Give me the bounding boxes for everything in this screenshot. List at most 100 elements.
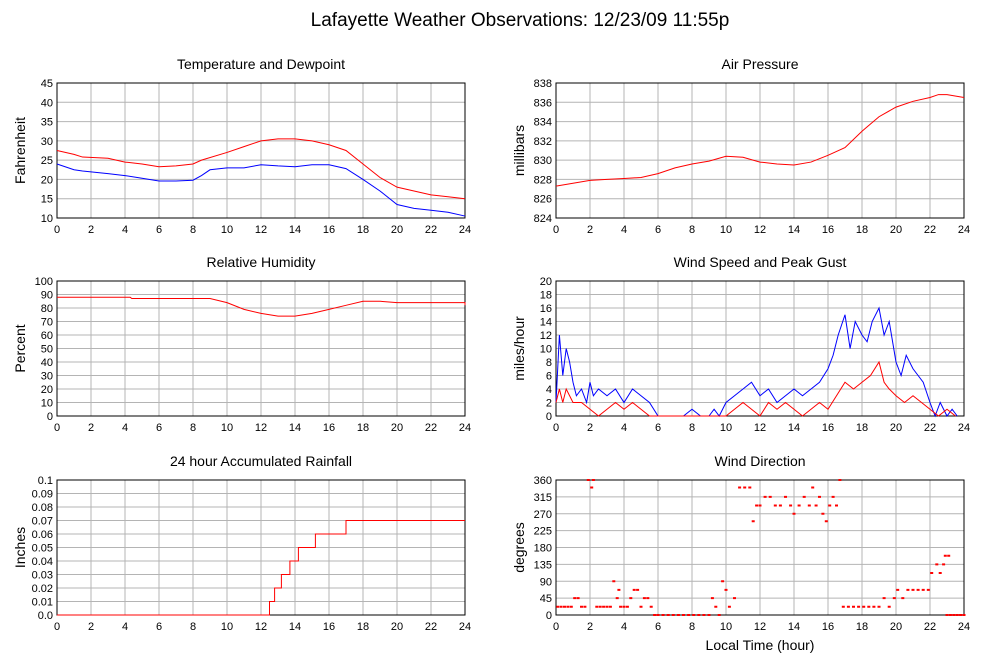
x-tick-label: 6 [156, 621, 162, 633]
direction-point [608, 605, 612, 608]
direction-point [595, 605, 599, 608]
direction-point [649, 605, 653, 608]
y-tick-label: 315 [534, 492, 552, 504]
x-tick-label: 24 [459, 422, 471, 434]
direction-point [586, 479, 590, 481]
direction-point [821, 512, 825, 515]
direction-point [926, 588, 930, 591]
y-tick-label: 20 [41, 384, 53, 396]
direction-point [563, 605, 566, 608]
x-tick-label: 10 [221, 621, 233, 633]
direction-point [882, 597, 886, 600]
y-tick-label: 50 [41, 344, 53, 356]
direction-point [733, 597, 736, 600]
direction-point [710, 597, 714, 600]
y-tick-label: 0.0 [38, 610, 53, 622]
y-axis-label: Fahrenheit [12, 117, 28, 184]
direction-point [743, 486, 747, 489]
y-tick-label: 832 [534, 136, 552, 148]
x-tick-label: 0 [54, 224, 60, 236]
series-line-wind-1 [555, 360, 956, 417]
x-tick-label: 6 [156, 422, 162, 434]
x-tick-label: 4 [122, 422, 128, 434]
direction-point [797, 504, 801, 507]
x-tick-label: 4 [621, 224, 627, 236]
x-tick-label: 10 [720, 621, 732, 633]
direction-point [846, 605, 850, 608]
x-tick-label: 22 [924, 224, 936, 236]
y-tick-label: 16 [540, 303, 552, 315]
x-tick-label: 24 [459, 224, 471, 236]
y-tick-label: 30 [41, 136, 53, 148]
x-tick-label: 10 [221, 224, 233, 236]
x-tick-label: 20 [391, 621, 403, 633]
x-tick-label: 16 [323, 422, 335, 434]
y-tick-label: 35 [41, 117, 53, 129]
x-tick-label: 2 [88, 224, 94, 236]
x-tick-label: 24 [459, 621, 471, 633]
x-tick-label: 16 [822, 422, 834, 434]
y-tick-label: 0 [546, 610, 552, 622]
series-line-rain-0 [57, 520, 465, 616]
direction-point [807, 504, 811, 507]
direction-point [702, 614, 706, 616]
y-tick-label: 838 [534, 78, 552, 90]
direction-point [625, 605, 629, 608]
direction-point [612, 580, 616, 583]
direction-point [692, 614, 696, 616]
direction-point [682, 614, 685, 616]
series-line-temp-1 [56, 163, 466, 217]
y-tick-label: 90 [540, 576, 552, 588]
x-tick-label: 10 [221, 422, 233, 434]
x-tick-label: 4 [122, 224, 128, 236]
y-tick-label: 8 [546, 357, 552, 369]
panel-title: Wind Direction [714, 453, 805, 469]
x-tick-label: 18 [856, 224, 868, 236]
direction-point [938, 572, 942, 574]
y-tick-label: 30 [41, 371, 53, 383]
x-tick-label: 12 [754, 621, 766, 633]
direction-point [656, 614, 660, 616]
direction-point [802, 495, 806, 498]
x-tick-label: 6 [655, 224, 661, 236]
plot-frame [555, 82, 965, 219]
direction-point [758, 504, 762, 507]
direction-point [573, 597, 577, 600]
y-tick-label: 100 [35, 276, 53, 288]
x-tick-label: 16 [323, 224, 335, 236]
y-tick-label: 0.03 [32, 570, 53, 582]
x-tick-label: 16 [822, 621, 834, 633]
direction-point [852, 605, 855, 608]
direction-point [605, 605, 609, 608]
x-tick-label: 14 [788, 224, 800, 236]
x-tick-label: 12 [754, 224, 766, 236]
x-tick-label: 20 [391, 224, 403, 236]
x-tick-label: 4 [122, 621, 128, 633]
y-tick-label: 10 [540, 344, 552, 356]
y-tick-label: 0.08 [32, 502, 53, 514]
direction-point [717, 614, 721, 616]
x-axis-label: Local Time (hour) [706, 637, 815, 653]
direction-point [930, 572, 934, 574]
panel-title: 24 hour Accumulated Rainfall [170, 453, 352, 469]
y-tick-label: 90 [41, 290, 53, 302]
y-tick-label: 0.1 [38, 475, 53, 487]
direction-point [671, 614, 675, 616]
direction-point [617, 588, 621, 591]
direction-point [598, 605, 602, 608]
direction-point [580, 605, 583, 608]
direction-point [952, 614, 956, 616]
panel-title: Wind Speed and Peak Gust [674, 254, 847, 270]
y-tick-label: 10 [41, 398, 53, 410]
y-tick-label: 60 [41, 330, 53, 342]
x-tick-label: 10 [720, 224, 732, 236]
panel-title: Air Pressure [721, 56, 798, 72]
direction-point [622, 605, 626, 608]
x-tick-label: 8 [689, 422, 695, 434]
x-tick-label: 12 [754, 422, 766, 434]
direction-point [559, 605, 563, 608]
x-tick-label: 0 [553, 224, 559, 236]
x-tick-label: 20 [890, 224, 902, 236]
direction-point [666, 614, 670, 616]
